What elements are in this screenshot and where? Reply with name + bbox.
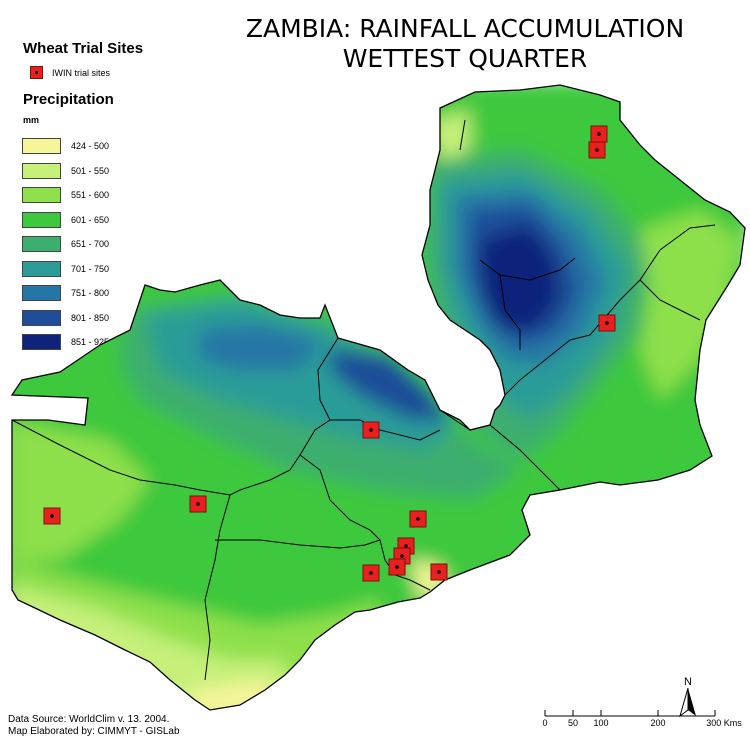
data-source-line2: Map Elaborated by: CIMMYT - GISLab (8, 726, 180, 737)
legend-sites-label: IWIN trial sites (52, 67, 111, 78)
legend-class-label: 701 - 750 (71, 263, 110, 274)
legend-sites-entry: IWIN trial sites (30, 66, 110, 79)
trial-site-marker (362, 421, 380, 439)
legend-class: 551 - 600 (22, 183, 109, 208)
legend-class-label: 751 - 800 (71, 288, 110, 299)
precip-surface (12, 85, 745, 710)
scale-bar-graphic (544, 710, 716, 717)
legend-swatch (22, 309, 61, 326)
trial-site-marker (430, 563, 448, 581)
legend-class-label: 601 - 650 (71, 214, 110, 225)
legend-swatch (22, 334, 61, 351)
trial-sites (43, 125, 616, 582)
data-source-line1: Data Source: WorldClim v. 13. 2004. (8, 714, 170, 725)
legend-class-label: 851 - 925 (71, 337, 110, 348)
trial-site-marker (409, 510, 427, 528)
scale-tick-label: 300 Kms (706, 718, 742, 728)
trial-site-marker (388, 558, 406, 576)
legend-class: 601 - 650 (22, 208, 109, 233)
map-title-line2: WETTEST QUARTER (342, 44, 588, 73)
legend-class: 801 - 850 (22, 306, 109, 331)
trial-site-marker (362, 564, 380, 582)
north-letter: N (684, 676, 692, 688)
north-arrow-icon (679, 687, 696, 718)
legend-class: 751 - 800 (22, 281, 109, 306)
legend-class-label: 551 - 600 (71, 190, 110, 201)
trial-site-marker (189, 495, 207, 513)
legend-swatch (22, 211, 61, 228)
legend-swatch (22, 236, 61, 253)
legend-class-label: 651 - 700 (71, 239, 110, 250)
precip-legend: 424 - 500 501 - 550 551 - 600 601 - 650 … (22, 134, 109, 355)
trial-site-marker (598, 314, 616, 332)
legend-swatch (22, 162, 61, 179)
legend-unit: mm (23, 115, 40, 125)
scale-tick-label: 50 (567, 718, 579, 728)
scale-tick-label: 0 (542, 718, 548, 728)
scale-tick-label: 200 (650, 718, 666, 728)
map-title-line1: ZAMBIA: RAINFALL ACCUMULATION (245, 14, 685, 43)
trial-site-symbol-icon (30, 66, 43, 79)
data-source-note: Data Source: WorldClim v. 13. 2004. Map … (8, 714, 180, 738)
legend-class: 851 - 925 (22, 330, 109, 355)
north-arrow: N (676, 676, 700, 723)
legend-class: 701 - 750 (22, 257, 109, 282)
legend-class: 651 - 700 (22, 232, 109, 257)
trial-site-marker (588, 141, 606, 159)
legend-class-label: 501 - 550 (71, 165, 110, 176)
legend-swatch (22, 285, 61, 302)
legend-swatch (22, 138, 61, 155)
legend-class: 424 - 500 (22, 134, 109, 159)
scale-tick-label: 100 (593, 718, 609, 728)
legend-class-label: 801 - 850 (71, 312, 110, 323)
map-title: ZAMBIA: RAINFALL ACCUMULATION WETTEST QU… (215, 14, 715, 74)
scale-bar: 0 50 100 200 300 Kms (530, 702, 742, 742)
legend-class-label: 424 - 500 (71, 141, 110, 152)
legend-class: 501 - 550 (22, 159, 109, 184)
legend-swatch (22, 260, 61, 277)
legend-precip-heading: Precipitation (23, 91, 114, 108)
legend-swatch (22, 187, 61, 204)
trial-site-marker (43, 507, 61, 525)
trial-site-marker (590, 125, 608, 143)
legend-sites-heading: Wheat Trial Sites (23, 40, 144, 57)
